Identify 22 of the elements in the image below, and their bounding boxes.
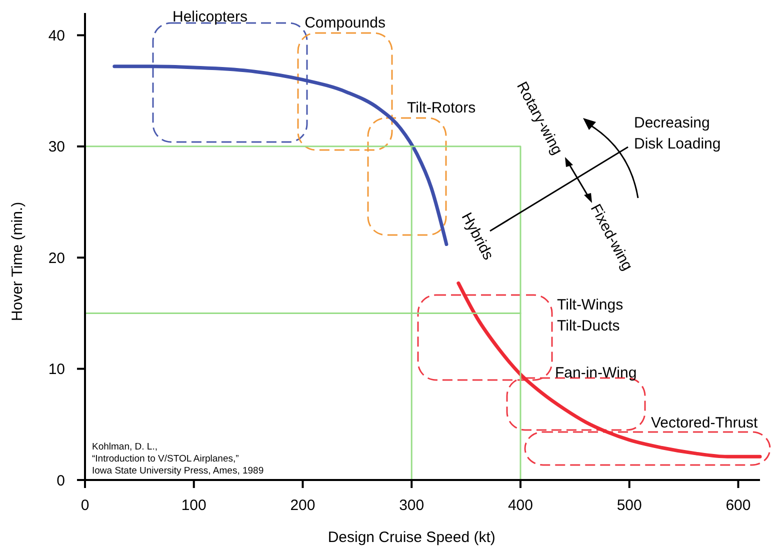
annotation: Tilt-Wings Tilt-Ducts xyxy=(557,296,624,334)
annotation: Compounds xyxy=(304,14,386,32)
y-tick-label: 10 xyxy=(48,361,65,378)
x-tick-label: 100 xyxy=(181,497,206,514)
annotation: Fan-in-Wing xyxy=(555,364,637,382)
annotation: Decreasing Disk Loading xyxy=(634,114,721,152)
x-axis-title: Design Cruise Speed (kt) xyxy=(328,529,496,546)
x-tick-label: 0 xyxy=(80,497,90,514)
y-axis-title: Hover Time (min.) xyxy=(9,202,26,322)
x-tick-label: 300 xyxy=(399,497,424,514)
annotation: Kohlman, D. L., “Introduction to V/STOL Airplanes,” Iowa State University Press, Ames, 1989 xyxy=(92,441,264,476)
annotation: Tilt-Rotors xyxy=(407,99,476,116)
annotation: Helicopters xyxy=(172,8,248,26)
x-tick-label: 600 xyxy=(726,497,751,514)
x-tick-label: 200 xyxy=(290,497,316,514)
y-tick-label: 30 xyxy=(48,138,65,156)
y-tick-label: 0 xyxy=(56,472,65,490)
x-tick-label: 400 xyxy=(508,497,533,514)
y-tick-label: 40 xyxy=(48,27,65,44)
annotation: Vectored-Thrust xyxy=(651,414,759,432)
x-tick-label: 500 xyxy=(616,497,642,514)
y-tick-label: 20 xyxy=(48,250,65,267)
